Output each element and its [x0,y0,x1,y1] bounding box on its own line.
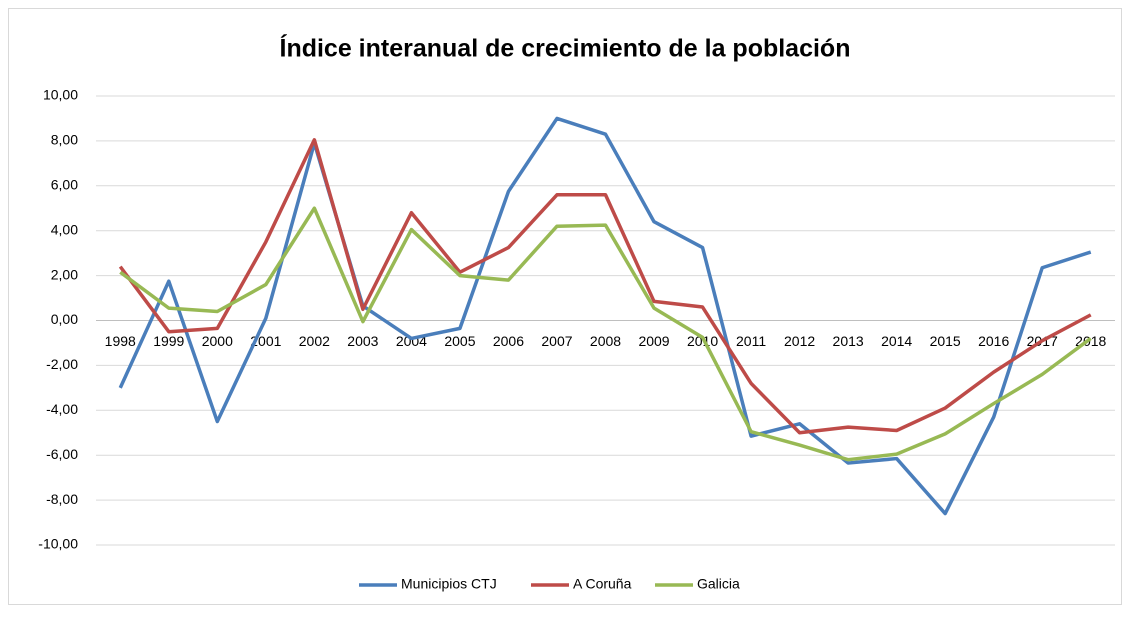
x-tick-label: 2016 [978,333,1009,349]
x-tick-label: 2003 [347,333,378,349]
x-tick-label: 2008 [590,333,621,349]
series-line [119,206,1092,462]
legend-label: Municipios CTJ [401,576,497,592]
y-tick-label: -10,00 [38,536,78,552]
x-tick-label: 1998 [105,333,136,349]
y-tick-label: 10,00 [43,87,78,103]
y-tick-label: -2,00 [46,356,78,372]
y-tick-label: -4,00 [46,401,78,417]
x-tick-label: 2015 [930,333,961,349]
x-tick-label: 2012 [784,333,815,349]
x-tick-label: 2009 [638,333,669,349]
y-tick-label: 8,00 [51,132,78,148]
y-tick-label: -8,00 [46,491,78,507]
y-tick-label: 0,00 [51,311,78,327]
x-tick-label: 2006 [493,333,524,349]
legend-label: A Coruña [573,576,632,592]
x-tick-label: 2002 [299,333,330,349]
x-tick-label: 2005 [444,333,475,349]
y-tick-label: 2,00 [51,266,78,282]
x-tick-label: 1999 [153,333,184,349]
y-tick-label: 6,00 [51,177,78,193]
y-tick-label: 4,00 [51,221,78,237]
chart-title: Índice interanual de crecimiento de la p… [280,34,851,63]
x-tick-label: 2007 [541,333,572,349]
x-tick-label: 2013 [833,333,864,349]
x-tick-label: 2000 [202,333,233,349]
chart-border [8,8,1122,605]
y-tick-label: -6,00 [46,446,78,462]
x-tick-label: 2014 [881,333,912,349]
series-line [118,138,1092,435]
x-tick-label: 2011 [736,333,766,349]
legend-label: Galicia [697,576,740,592]
